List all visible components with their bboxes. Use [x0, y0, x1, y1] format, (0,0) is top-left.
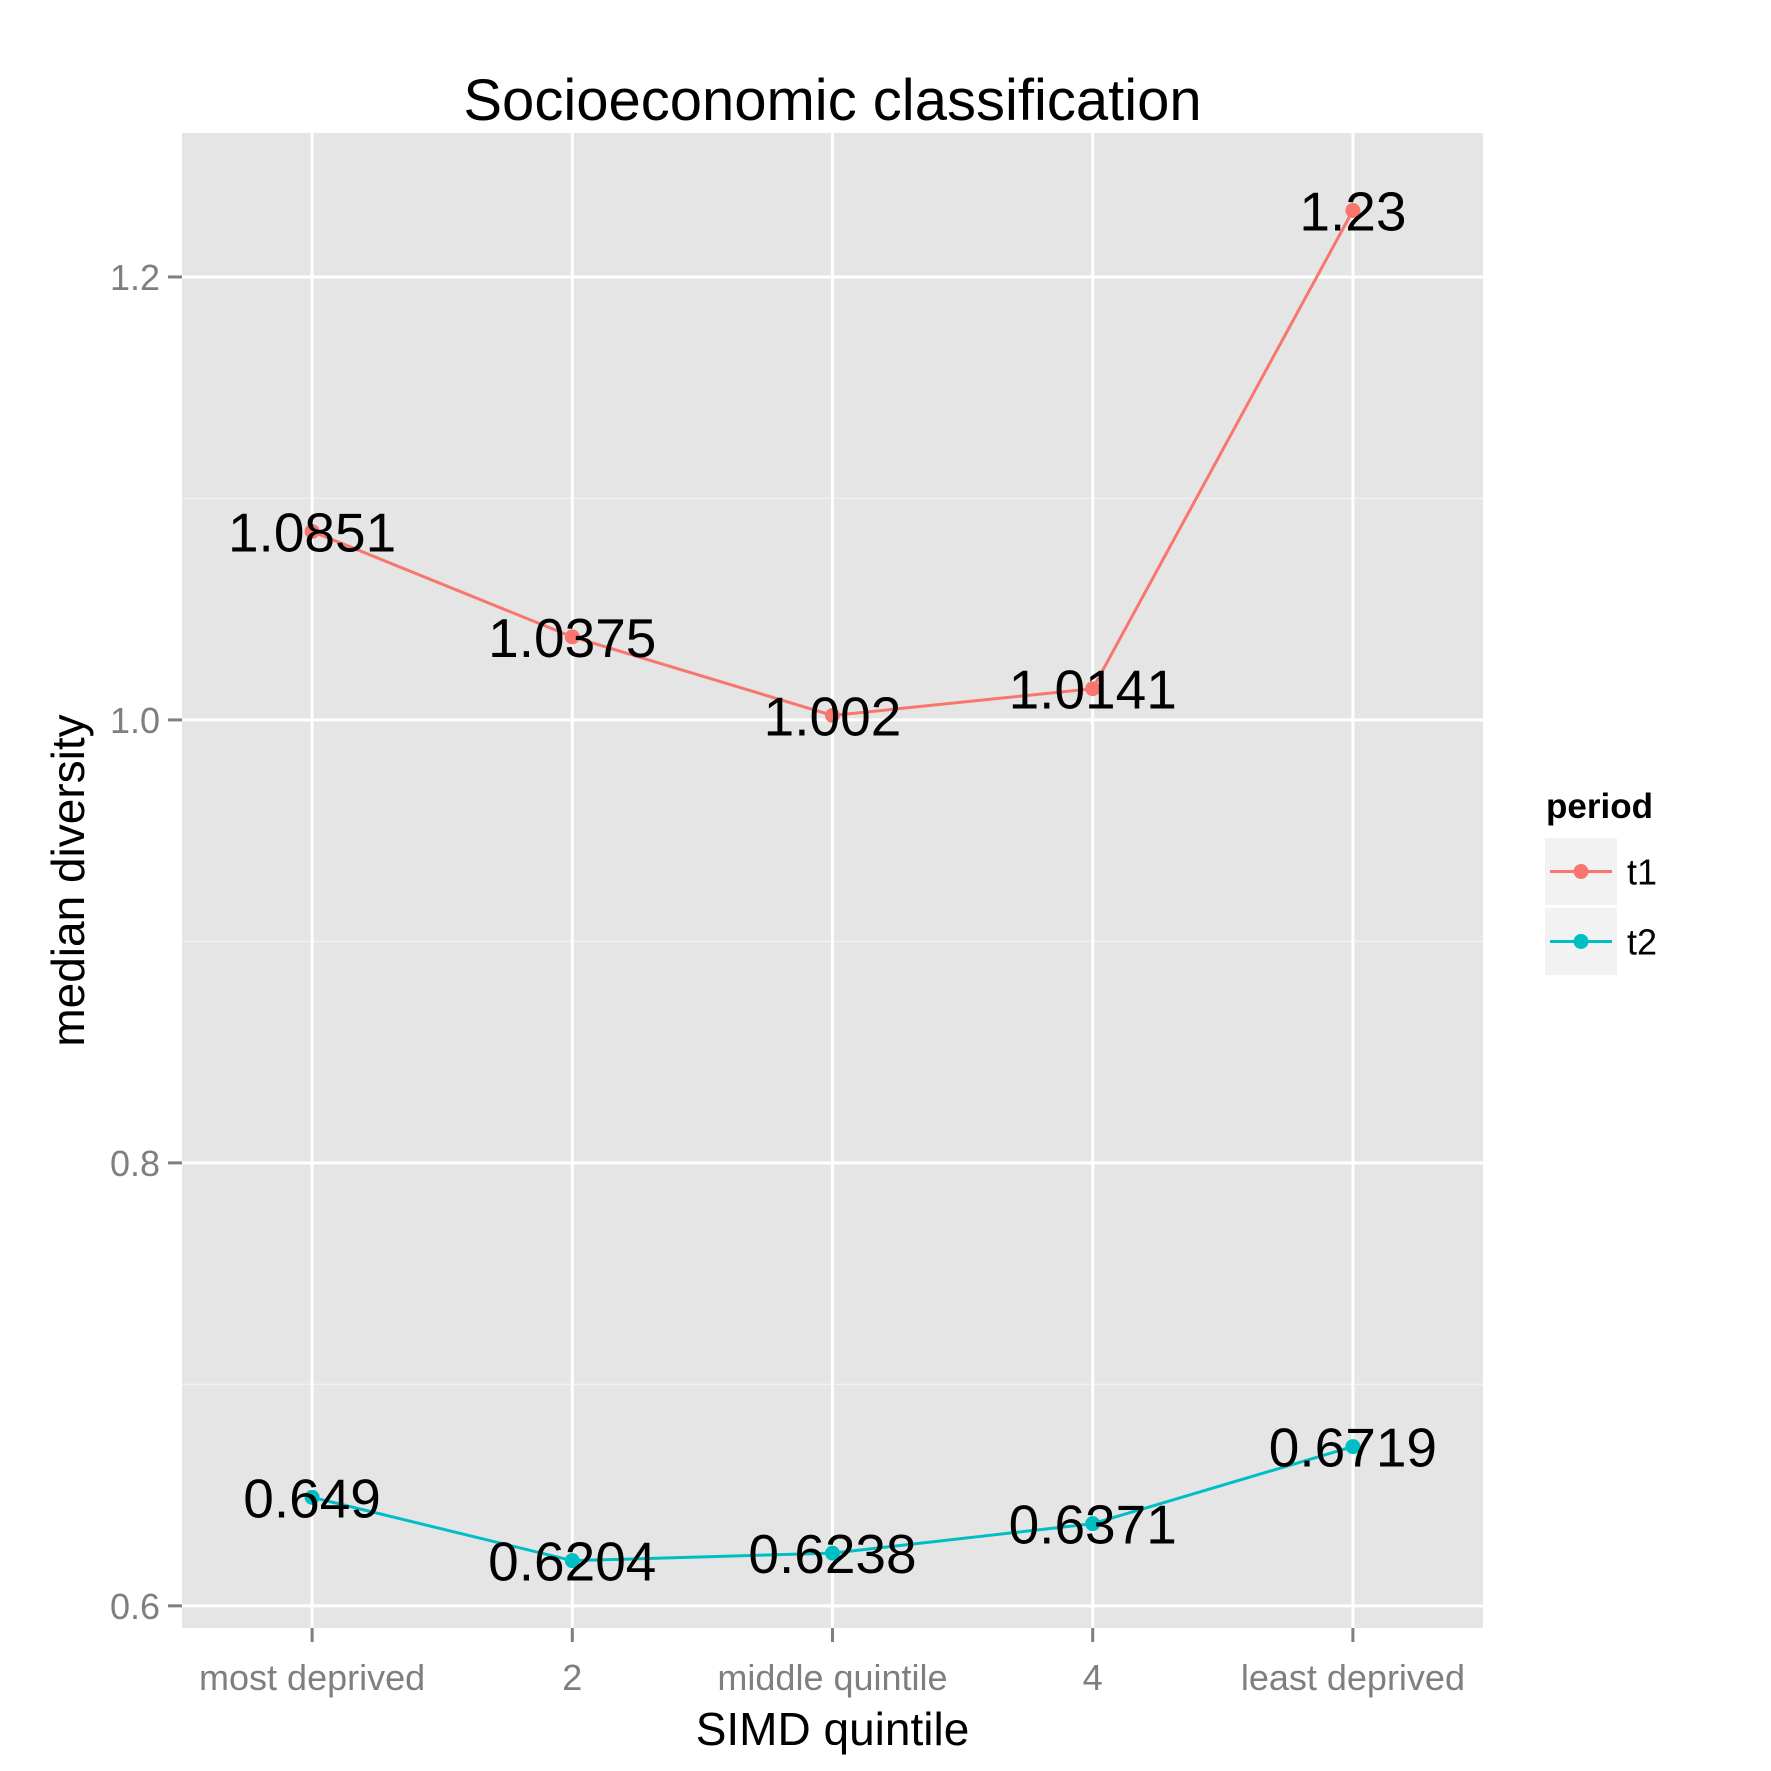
- data-label: 1.0851: [228, 501, 396, 563]
- data-label: 1.23: [1299, 181, 1406, 243]
- data-label: 1.0375: [488, 607, 656, 669]
- x-tick-label: middle quintile: [717, 1657, 947, 1698]
- data-point-t1: [1345, 203, 1361, 219]
- y-axis-title: median diversity: [42, 714, 94, 1046]
- data-point-t1: [564, 629, 580, 645]
- data-label: 0.6719: [1269, 1417, 1437, 1479]
- x-tick-label: most deprived: [199, 1657, 425, 1698]
- legend-key-point: [1573, 934, 1589, 949]
- y-tick-label: 1.2: [110, 257, 160, 298]
- chart-title: Socioeconomic classification: [463, 68, 1201, 133]
- legend-key-point: [1573, 864, 1589, 879]
- x-axis-title: SIMD quintile: [696, 1703, 970, 1755]
- x-tick-label: least deprived: [1241, 1657, 1465, 1698]
- legend-label-t1: t1: [1627, 852, 1657, 893]
- data-point-t1: [304, 523, 320, 539]
- data-point-t2: [1345, 1439, 1361, 1455]
- data-label: 0.6371: [1009, 1494, 1177, 1556]
- data-label: 0.6204: [488, 1531, 656, 1593]
- data-point-t1: [825, 707, 840, 723]
- y-tick-label: 0.8: [110, 1143, 160, 1184]
- data-point-t2: [1085, 1516, 1101, 1532]
- data-label: 0.6238: [748, 1523, 916, 1585]
- legend-title: period: [1546, 787, 1653, 826]
- data-label: 1.002: [764, 685, 902, 747]
- data-label: 0.649: [243, 1467, 381, 1529]
- y-tick-label: 1.0: [110, 700, 160, 741]
- data-point-t2: [304, 1489, 320, 1505]
- y-tick-label: 0.6: [110, 1586, 160, 1627]
- data-label: 1.0141: [1009, 659, 1177, 721]
- data-point-t1: [1085, 681, 1101, 697]
- x-tick-label: 4: [1083, 1657, 1103, 1698]
- x-tick-label: 2: [562, 1657, 582, 1698]
- legend-label-t2: t2: [1627, 922, 1657, 963]
- data-point-t2: [825, 1545, 840, 1561]
- data-point-t2: [564, 1553, 580, 1569]
